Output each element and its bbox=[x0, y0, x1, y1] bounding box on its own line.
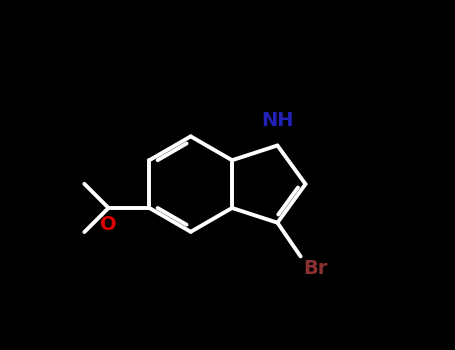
Text: Br: Br bbox=[303, 259, 327, 278]
Text: O: O bbox=[100, 215, 117, 234]
Text: NH: NH bbox=[261, 111, 293, 130]
